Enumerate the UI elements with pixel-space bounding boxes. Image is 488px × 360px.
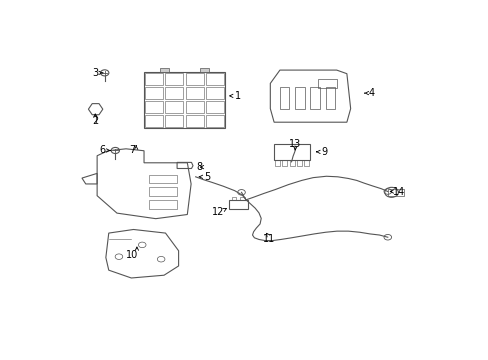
- Bar: [143, 72, 225, 128]
- Bar: [149, 201, 176, 209]
- Bar: [185, 73, 203, 85]
- Bar: [144, 73, 163, 85]
- Bar: [205, 87, 224, 99]
- Bar: [159, 68, 168, 72]
- Bar: [165, 115, 183, 127]
- Bar: [165, 87, 183, 99]
- Text: 4: 4: [368, 88, 374, 98]
- Text: 5: 5: [203, 172, 210, 182]
- Bar: [325, 87, 335, 109]
- Bar: [282, 160, 287, 166]
- Bar: [317, 78, 337, 88]
- Text: 11: 11: [262, 234, 274, 244]
- Bar: [185, 115, 203, 127]
- Bar: [387, 189, 403, 196]
- Bar: [205, 101, 224, 113]
- Bar: [296, 160, 301, 166]
- Bar: [185, 87, 203, 99]
- Text: 6: 6: [99, 145, 105, 156]
- Bar: [295, 87, 304, 109]
- Bar: [149, 188, 176, 196]
- Bar: [165, 73, 183, 85]
- Text: 9: 9: [321, 147, 327, 157]
- Bar: [310, 87, 319, 109]
- Bar: [275, 160, 280, 166]
- Text: 8: 8: [196, 162, 202, 172]
- Bar: [185, 101, 203, 113]
- Text: 2: 2: [92, 116, 98, 126]
- Text: 7: 7: [129, 145, 135, 156]
- Text: 3: 3: [92, 68, 98, 78]
- Text: 12: 12: [212, 207, 224, 217]
- Text: 1: 1: [235, 91, 241, 101]
- Bar: [231, 197, 236, 200]
- Bar: [279, 87, 289, 109]
- Bar: [274, 144, 309, 160]
- Bar: [304, 160, 308, 166]
- Bar: [149, 175, 176, 183]
- Bar: [144, 101, 163, 113]
- Bar: [289, 160, 294, 166]
- Bar: [165, 101, 183, 113]
- Text: 10: 10: [126, 250, 138, 260]
- Bar: [240, 197, 244, 200]
- Text: 13: 13: [288, 139, 301, 149]
- Text: 14: 14: [393, 187, 405, 197]
- Bar: [144, 115, 163, 127]
- Bar: [228, 200, 248, 209]
- Bar: [205, 73, 224, 85]
- Bar: [205, 115, 224, 127]
- Bar: [144, 87, 163, 99]
- Bar: [200, 68, 209, 72]
